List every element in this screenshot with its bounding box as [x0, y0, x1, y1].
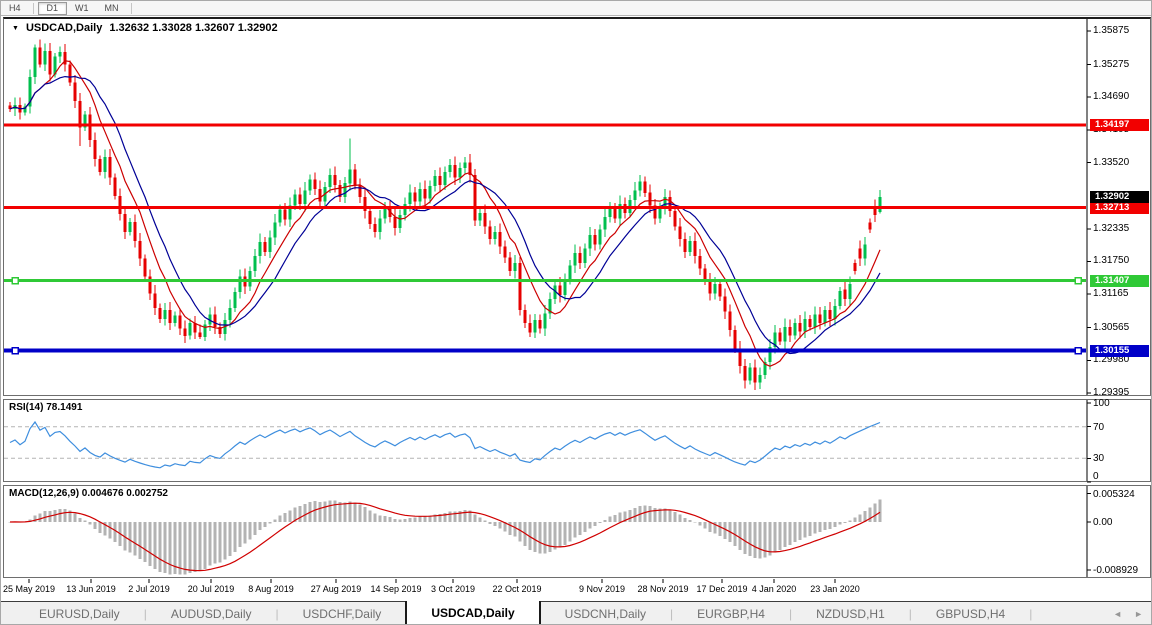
price-level-badge: 1.31407	[1090, 275, 1149, 287]
date-axis-label: 17 Dec 2019	[696, 584, 748, 594]
chart-symbol-label: USDCAD,Daily	[25, 22, 103, 34]
date-axis-label: 25 May 2019	[2, 584, 56, 594]
tab-nzdusd-h1[interactable]: NZDUSD,H1	[816, 607, 885, 621]
price-axis-label: 1.35275	[1093, 59, 1130, 70]
symbol-tabbar: EURUSD,Daily | AUDUSD,Daily | USDCHF,Daily US…	[1, 601, 1151, 624]
price-axis-label: 1.35875	[1093, 25, 1130, 36]
price-axis-label: 1.31165	[1093, 288, 1129, 299]
date-axis-label: 4 Jan 2020	[751, 584, 797, 594]
date-axis-label: 8 Aug 2019	[248, 584, 294, 594]
tab-gbpusd-h4[interactable]: GBPUSD,H4	[935, 607, 1006, 621]
date-axis-label: 22 Oct 2019	[492, 584, 542, 594]
tab-separator: |	[788, 607, 793, 621]
price-axis-label: 1.32335	[1093, 223, 1130, 234]
price-axis-label: 1.33520	[1093, 157, 1130, 168]
date-axis-label: 13 Jun 2019	[66, 584, 116, 594]
toolbar-separator	[32, 2, 34, 14]
price-axis-label: 1.29395	[1093, 387, 1130, 398]
rsi-panel[interactable]	[3, 399, 1151, 482]
tab-separator: |	[670, 607, 674, 621]
date-axis-label: 14 Sep 2019	[370, 584, 422, 594]
price-axis-label: 1.29980	[1093, 354, 1130, 365]
main-chart-panel[interactable]	[3, 17, 1151, 396]
chart-title: ▼ USDCAD,Daily 1.32632 1.33028 1.32607 1…	[12, 22, 278, 34]
tab-eurgbp-h4[interactable]: EURGBP,H4	[697, 607, 765, 621]
price-level-badge: 1.32713	[1090, 202, 1149, 214]
timeframe-toolbar: H4 D1 W1 MN	[1, 1, 1151, 16]
tab-separator: |	[143, 607, 147, 621]
timeframe-button-h4[interactable]: H4	[9, 2, 21, 13]
tab-separator: |	[275, 607, 279, 621]
date-axis-label: 27 Aug 2019	[310, 584, 362, 594]
chart-dropdown-icon[interactable]: ▼	[12, 24, 19, 32]
date-axis-label: 9 Nov 2019	[578, 584, 626, 594]
price-level-badge: 1.34197	[1090, 119, 1149, 131]
tab-audusd-daily[interactable]: AUDUSD,Daily	[170, 607, 252, 621]
bid-price-badge: 1.32902	[1090, 191, 1149, 203]
tab-separator: |	[908, 607, 912, 621]
timeframe-button-w1[interactable]: W1	[75, 2, 89, 13]
rsi-axis-label: 100	[1093, 398, 1110, 409]
tab-separator: |	[1029, 607, 1033, 621]
date-axis-label: 23 Jan 2020	[810, 584, 860, 594]
tab-scroll-left-icon[interactable]: ◄	[1113, 609, 1123, 619]
price-axis-label: 1.31750	[1093, 255, 1130, 266]
rsi-axis-label: 0	[1093, 471, 1099, 482]
rsi-indicator-label: RSI(14) 78.1491	[9, 402, 83, 413]
tab-scroll-right-icon[interactable]: ►	[1134, 609, 1143, 619]
timeframe-button-mn[interactable]: MN	[104, 2, 119, 13]
price-level-badge: 1.30155	[1090, 345, 1149, 357]
tab-usdcad-daily[interactable]: USDCAD,Daily	[405, 601, 541, 624]
date-axis-label: 20 Jul 2019	[187, 584, 235, 594]
timeframe-button-d1[interactable]: D1	[37, 1, 68, 15]
date-axis-label: 2 Jul 2019	[128, 584, 170, 594]
toolbar-separator	[130, 2, 132, 14]
price-axis-label: 1.30565	[1093, 322, 1130, 333]
chart-ohlc-quote: 1.32632 1.33028 1.32607 1.32902	[109, 22, 278, 34]
date-axis-label: 3 Oct 2019	[430, 584, 476, 594]
rsi-axis-label: 70	[1093, 422, 1105, 433]
macd-panel[interactable]	[3, 485, 1151, 578]
price-axis-label: 1.34690	[1093, 91, 1130, 102]
macd-axis-label: 0.00	[1093, 517, 1113, 528]
tab-eurusd-daily[interactable]: EURUSD,Daily	[39, 607, 120, 621]
macd-indicator-label: MACD(12,26,9) 0.004676 0.002752	[9, 488, 168, 499]
macd-axis-label: -0.008929	[1093, 565, 1139, 576]
tabbar-left-padding	[1, 602, 15, 624]
tab-scroll-arrows: ◄ ►	[1113, 602, 1151, 624]
date-axis-label: 28 Nov 2019	[637, 584, 689, 594]
macd-axis-label: 0.005324	[1093, 489, 1135, 500]
tab-usdchf-daily[interactable]: USDCHF,Daily	[302, 607, 382, 621]
tab-usdcnh-daily[interactable]: USDCNH,Daily	[564, 607, 647, 621]
rsi-axis-label: 30	[1093, 453, 1105, 464]
